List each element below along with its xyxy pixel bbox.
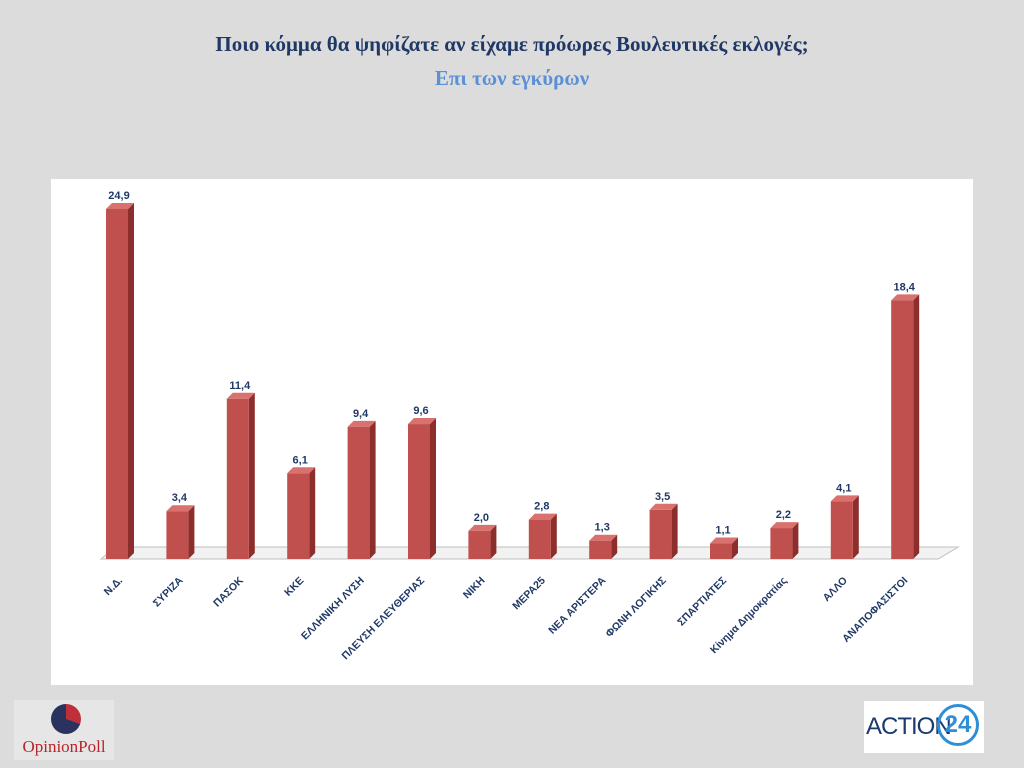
bar-top [891,294,920,301]
bar-front [830,501,853,559]
bar [106,203,134,559]
bar-top [226,392,255,399]
bar [166,505,195,559]
data-label: 1,3 [595,522,610,534]
bar [770,522,799,559]
bar-side [732,537,738,559]
bar-front [891,300,914,559]
bar [408,418,436,559]
bar-front [226,398,249,559]
data-label: 6,1 [293,454,308,466]
bar-front [166,511,189,559]
chart-panel: 24,9 Ν.Δ. 3,4 ΣΥΡΙΖΑ 11,4 ΠΑΣΟΚ 6,1 ΚΚΕ 9,4 ΕΛΛΗΝ… [51,179,973,685]
bar [649,503,678,559]
category-label: ΕΛΛΗΝΙΚΗ ΛΥΣΗ [299,575,367,643]
data-label: 9,4 [353,408,369,420]
chart-subtitle: Επι των εγκύρων [434,66,590,90]
opinionpoll-circle-icon [51,704,81,734]
bar-side [792,522,799,559]
category-label: ΑΛΛΟ [821,575,850,604]
bar [710,537,738,559]
action24-logo: ACTION 24 [864,701,984,753]
category-label: ΠΑΣΟΚ [211,574,246,609]
bar-chart: 24,9 Ν.Δ. 3,4 ΣΥΡΙΖΑ 11,4 ΠΑΣΟΚ 6,1 ΚΚΕ 9,4 ΕΛΛΗΝ… [99,190,961,662]
data-label: 3,5 [655,491,670,503]
data-label: 11,4 [229,380,251,392]
category-label: ΝΕΑ ΑΡΙΣΤΕΡΑ [546,574,608,636]
bar-top [589,534,618,541]
bar-side [852,495,859,559]
bar-side [128,203,134,559]
data-label: 3,4 [172,492,188,504]
bar-top [166,505,195,512]
bar-top [106,203,134,209]
bar [226,392,255,559]
bar-front [710,543,732,559]
bar-front [468,530,491,559]
bar-front [287,473,310,559]
bar-top [649,503,678,510]
data-label: 24,9 [108,190,129,202]
bar-side [671,503,678,559]
data-label: 2,8 [534,501,549,513]
bar-front [770,528,793,559]
data-label: 4,1 [836,482,851,494]
bar-front [347,426,370,559]
bar-front [408,424,430,559]
category-label: ΜΕΡΑ25 [510,575,548,613]
bar-side [611,534,618,559]
bar-top [770,522,799,529]
bar [347,420,376,559]
bar-side [188,505,195,559]
bar-front [649,509,672,559]
category-label: ΦΩΝΗ ΛΟΓΙΚΗΣ [603,575,668,640]
data-label: 18,4 [893,281,915,293]
bar-front [589,540,612,559]
bar-top [347,420,376,427]
bar [830,495,859,559]
bar-top [468,524,497,531]
chart-title: Ποιο κόμμα θα ψηφίζατε αν είχαμε πρόωρες… [215,32,809,56]
category-label: ΑΝΑΠΟΦΑΣΙΣΤΟΙ [840,575,910,645]
data-label: 1,1 [715,525,730,537]
opinionpoll-logo: OpinionPoll [14,700,114,760]
data-label: 2,2 [776,509,791,521]
bar-front [106,209,128,559]
bar-front [528,519,551,559]
bar-top [710,537,738,544]
category-label: Ν.Δ. [102,575,125,598]
bar-top [287,467,316,474]
bar-side [309,467,316,559]
bar-top [408,418,436,425]
category-label: ΝΙΚΗ [461,575,488,602]
bar [287,467,316,559]
data-label: 9,6 [413,405,428,417]
bar-top [528,513,557,520]
action24-logo-number: 24 [937,704,979,746]
bar-side [430,418,436,559]
bar-side [550,513,557,559]
bar-side [490,524,497,559]
bar-top [830,495,859,502]
category-label: ΣΠΑΡΤΙΑΤΕΣ [675,575,729,629]
bar [891,294,920,559]
bar-side [913,294,920,559]
bar-side [369,420,376,559]
bar [468,524,497,559]
category-label: ΣΥΡΙΖΑ [151,574,186,609]
category-label: ΚΚΕ [282,575,306,599]
bar-side [248,392,255,559]
opinionpoll-logo-text: OpinionPoll [22,737,106,756]
data-label: 2,0 [474,512,489,524]
bar [589,534,618,559]
bar [528,513,557,559]
